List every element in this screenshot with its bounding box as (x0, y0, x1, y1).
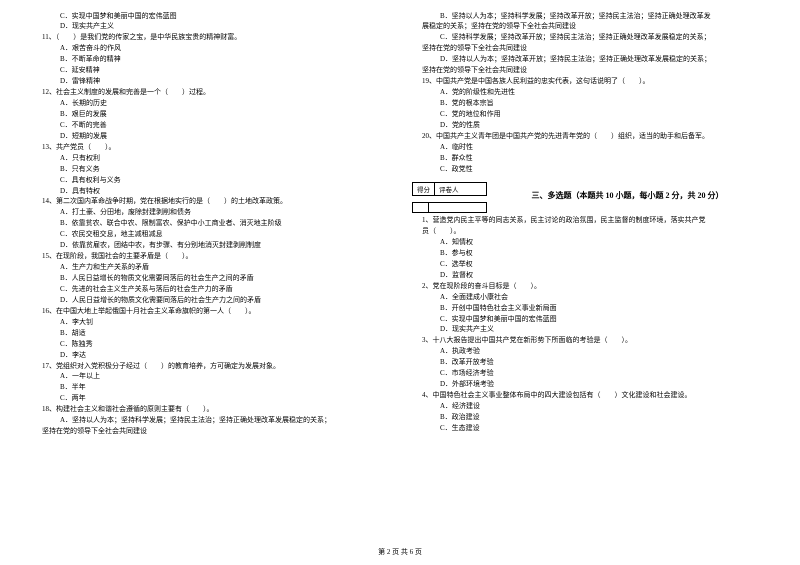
option: C．农民交租交息，地主减租减息 (32, 230, 388, 239)
option: B．开创中国特色社会主义事业新局面 (412, 304, 768, 313)
option: C．政党性 (412, 165, 768, 174)
option: D．短期的发展 (32, 132, 388, 141)
option: D．外部环境考验 (412, 380, 768, 389)
option: A．临时性 (412, 143, 768, 152)
option: D．雷锋精神 (32, 77, 388, 86)
option: B．依靠贫农、联合中农、限制富农、保护中小工商业者、消灭地主阶级 (32, 219, 388, 228)
mquestion-1: 1、营造党内民主平等的同志关系，民主讨论的政治氛围，民主监督的制度环境，落实共产… (412, 216, 768, 225)
question-17: 17、党组织对入党积极分子经过（ ）的教育培养，方可确定为发展对象。 (32, 362, 388, 371)
option-cont: 坚持在党的领导下全社会共同建设 (412, 44, 768, 53)
option: A．打土豪、分田地，废除封建剥削和债务 (32, 208, 388, 217)
option: B．半年 (32, 383, 388, 392)
left-column: C．实现中国梦和美丽中国的宏伟蓝图 D．现实共产主义 11、（ ）是我们党的传家… (20, 10, 400, 540)
option: C．不断的完善 (32, 121, 388, 130)
option: C．选举权 (412, 260, 768, 269)
question-20: 20、中国共产主义青年团是中国共产党的先进青年党的（ ）组织，适当的助手和后备军… (412, 132, 768, 141)
option: B．政治建设 (412, 413, 768, 422)
option: B．党的根本宗旨 (412, 99, 768, 108)
option: B．群众性 (412, 154, 768, 163)
score-blank (413, 203, 429, 212)
mquestion-1b: 员（ ）。 (412, 227, 768, 236)
option: B．参与权 (412, 249, 768, 258)
section-3-header: 得分 评卷人 三、多选题（本题共 10 小题，每小题 2 分，共 20 分） (412, 176, 768, 215)
option: C．市场经济考验 (412, 369, 768, 378)
option: A．生产力和生产关系的矛盾 (32, 263, 388, 272)
option: B．不断革命的精神 (32, 55, 388, 64)
question-18: 18、构建社会主义和谐社会遵循的原则主要有（ ）。 (32, 405, 388, 414)
option: A．全面建成小康社会 (412, 293, 768, 302)
option: B．人民日益增长的物质文化需要同落后的社会生产之间的矛盾 (32, 274, 388, 283)
score-table: 得分 评卷人 (412, 182, 487, 196)
option: A．长期的历史 (32, 99, 388, 108)
question-12: 12、社会主义制度的发展和完善是一个（ ）过程。 (32, 88, 388, 97)
option: D．监督权 (412, 271, 768, 280)
mquestion-3: 3、十八大报告提出中国共产党在新形势下所面临的考验是（ ）。 (412, 336, 768, 345)
option: C．延安精神 (32, 66, 388, 75)
option: C．生态建设 (412, 424, 768, 433)
option: D．现实共产主义 (412, 325, 768, 334)
option-cont: 坚持在党的领导下全社会共同建设 (32, 427, 388, 436)
option: C．实现中国梦和美丽中国的宏伟蓝图 (32, 12, 388, 21)
option: B．胡适 (32, 329, 388, 338)
option: A．执政考验 (412, 347, 768, 356)
question-19: 19、中国共产党是中国各族人民利益的忠实代表，这句话说明了（ ）。 (412, 77, 768, 86)
question-15: 15、在现阶段，我国社会的主要矛盾是（ ）。 (32, 252, 388, 261)
page-body: C．实现中国梦和美丽中国的宏伟蓝图 D．现实共产主义 11、（ ）是我们党的传家… (0, 0, 800, 544)
option: D．坚持以人为本；坚持改革开放；坚持民主法治；坚持正确处理改革发展稳定的关系； (412, 55, 768, 64)
option: C．具有权利与义务 (32, 176, 388, 185)
option: B．坚持以人为本；坚持科学发展；坚持改革开放；坚持民主法治；坚持正确处理改革发 (412, 12, 768, 21)
grader-label: 评卷人 (435, 183, 463, 195)
option: D．党的性质 (412, 121, 768, 130)
question-11: 11、（ ）是我们党的传家之宝，是中华民族宝贵的精神财富。 (32, 33, 388, 42)
question-14: 14、第二次国内革命战争时期，党在根据地实行的是（ ）的土地改革政策。 (32, 197, 388, 206)
option-cont: 坚持在党的领导下全社会共同建设 (412, 66, 768, 75)
score-label: 得分 (413, 183, 435, 195)
question-13: 13、共产党员（ ）。 (32, 143, 388, 152)
option: A．只有权利 (32, 154, 388, 163)
option: C．党的地位和作用 (412, 110, 768, 119)
option: A．知情权 (412, 238, 768, 247)
option: D．现实共产主义 (32, 22, 388, 31)
option: C．坚持科学发展；坚持改革开放；坚持民主法治；坚持正确处理改革发展稳定的关系； (412, 33, 768, 42)
option: A．经济建设 (412, 402, 768, 411)
option-cont: 展稳定的关系；坚持在党的领导下全社会共同建设 (412, 22, 768, 31)
mquestion-2: 2、党在现阶段的奋斗目标是（ ）。 (412, 282, 768, 291)
option: D．李达 (32, 351, 388, 360)
option: A．一年以上 (32, 372, 388, 381)
option: D．依靠贫雇农，团结中农，有步骤、有分别地消灭封建剥削制度 (32, 241, 388, 250)
option: C．两年 (32, 394, 388, 403)
option: B．改革开放考验 (412, 358, 768, 367)
option: A．党的阶级性和先进性 (412, 88, 768, 97)
option: B．艰巨的发展 (32, 110, 388, 119)
option: D．人民日益增长的物质文化需要同落后的社会生产力之间的矛盾 (32, 296, 388, 305)
option: C．陈独秀 (32, 340, 388, 349)
right-column: B．坚持以人为本；坚持科学发展；坚持改革开放；坚持民主法治；坚持正确处理改革发 … (400, 10, 780, 540)
score-table-row2 (412, 202, 487, 213)
option: B．只有义务 (32, 165, 388, 174)
page-footer: 第 2 页 共 6 页 (0, 544, 800, 565)
option: A．李大钊 (32, 318, 388, 327)
mquestion-4: 4、中国特色社会主义事业整体布局中的四大建设包括有（ ）文化建设和社会建设。 (412, 391, 768, 400)
option: C．实现中国梦和美丽中国的宏伟蓝图 (412, 315, 768, 324)
section-3-title: 三、多选题（本题共 10 小题，每小题 2 分，共 20 分） (487, 190, 768, 201)
option: A．坚持以人为本；坚持科学发展；坚持民主法治；坚持正确处理改革发展稳定的关系； (32, 416, 388, 425)
grader-blank (429, 203, 447, 212)
option: C．先进的社会主义生产关系与落后的社会生产力的矛盾 (32, 285, 388, 294)
option: D．具有特权 (32, 187, 388, 196)
option: A．艰苦奋斗的作风 (32, 44, 388, 53)
question-16: 16、在中国大地上举起俄国十月社会主义革命旗帜的第一人（ ）。 (32, 307, 388, 316)
